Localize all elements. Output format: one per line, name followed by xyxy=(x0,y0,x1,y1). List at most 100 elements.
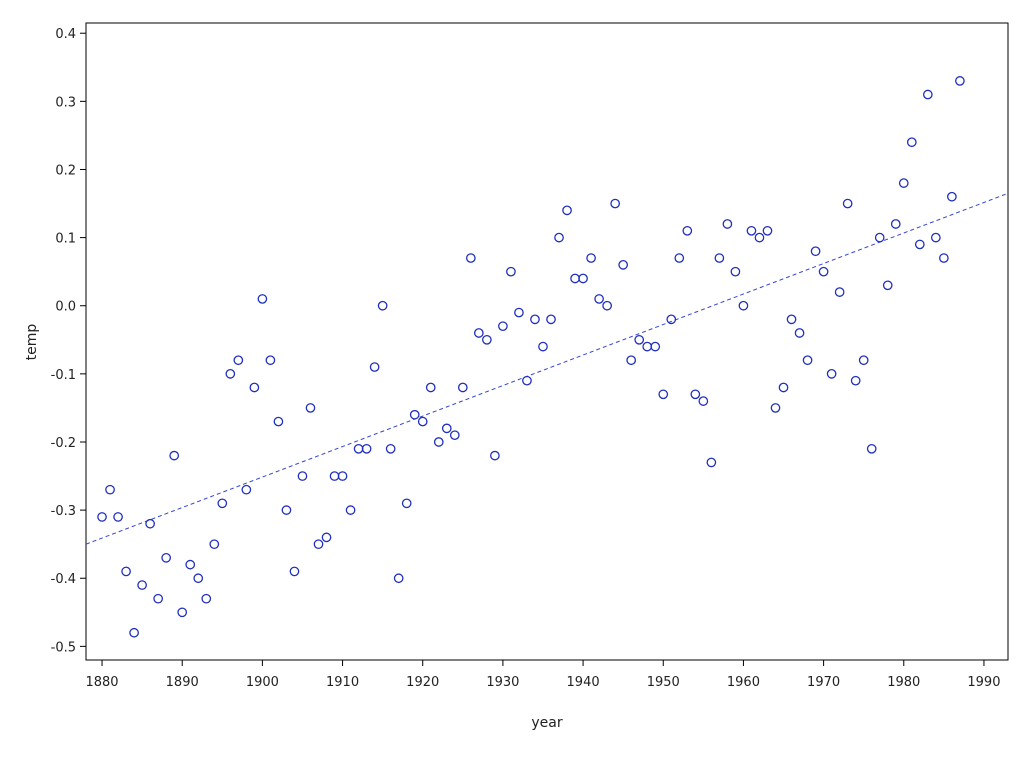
data-point xyxy=(866,443,877,454)
data-point xyxy=(650,341,661,352)
data-point xyxy=(409,409,420,420)
data-point xyxy=(97,512,107,522)
data-point xyxy=(618,260,629,270)
y-tick-label: -0.5 xyxy=(51,640,76,655)
plot-frame xyxy=(85,22,1009,661)
data-point xyxy=(490,450,500,461)
data-point xyxy=(465,253,476,263)
data-point xyxy=(842,198,853,209)
data-point xyxy=(337,471,348,481)
data-point xyxy=(217,498,228,509)
data-point xyxy=(433,437,444,447)
data-point xyxy=(810,246,821,257)
data-point xyxy=(538,341,548,352)
data-point xyxy=(417,416,428,427)
data-point xyxy=(241,484,252,495)
data-point xyxy=(289,566,300,577)
data-point xyxy=(530,314,540,325)
data-point xyxy=(377,300,388,311)
data-point xyxy=(786,314,797,325)
data-point xyxy=(281,505,292,515)
data-point xyxy=(594,294,604,304)
data-point xyxy=(506,266,516,277)
data-point xyxy=(858,355,869,366)
y-tick-label: -0.3 xyxy=(51,504,76,519)
y-tick-label: 0.1 xyxy=(55,232,76,247)
data-point xyxy=(209,539,220,550)
data-point xyxy=(257,294,268,304)
data-point xyxy=(297,471,308,481)
data-point xyxy=(610,198,620,209)
data-point xyxy=(546,314,556,325)
data-point xyxy=(890,219,901,229)
data-point xyxy=(850,375,861,386)
data-point xyxy=(345,505,356,515)
data-point xyxy=(449,430,460,441)
data-point xyxy=(794,328,805,338)
y-tick-label: -0.4 xyxy=(51,572,76,587)
data-point xyxy=(682,225,693,236)
data-point xyxy=(706,457,717,468)
data-point xyxy=(898,178,909,188)
data-point xyxy=(914,239,925,250)
data-point xyxy=(634,334,645,345)
data-point xyxy=(385,443,396,454)
data-point xyxy=(939,253,949,263)
data-point xyxy=(105,484,115,495)
data-point xyxy=(514,307,524,318)
data-point xyxy=(522,375,532,386)
y-tick-label: 0.2 xyxy=(55,163,76,178)
regression-line xyxy=(85,192,1009,545)
y-tick-label: 0.0 xyxy=(55,300,76,315)
data-point xyxy=(185,559,196,570)
data-point xyxy=(161,552,172,563)
x-tick-label: 1890 xyxy=(166,675,199,690)
data-point xyxy=(802,355,813,366)
data-point xyxy=(265,355,276,366)
data-point xyxy=(482,334,492,345)
data-point xyxy=(882,280,893,291)
x-tick-label: 1880 xyxy=(85,675,118,690)
data-point xyxy=(401,498,412,509)
data-point xyxy=(474,328,484,338)
data-point xyxy=(145,518,155,529)
data-point xyxy=(658,389,669,400)
data-point xyxy=(554,232,564,243)
data-point xyxy=(441,423,452,434)
y-tick-label: -0.2 xyxy=(51,436,76,451)
data-point xyxy=(153,593,164,604)
data-point xyxy=(602,300,612,311)
x-tick-label: 1970 xyxy=(807,675,840,690)
data-point xyxy=(626,355,637,366)
data-point xyxy=(930,232,941,243)
data-point xyxy=(922,89,933,100)
data-point xyxy=(746,225,757,236)
data-point xyxy=(273,416,284,427)
data-point xyxy=(834,287,845,297)
data-point xyxy=(321,532,332,543)
data-point xyxy=(874,232,885,243)
x-axis-title: year xyxy=(531,715,562,731)
x-tick-label: 1940 xyxy=(567,675,600,690)
data-point xyxy=(906,137,917,148)
data-point xyxy=(770,403,781,413)
data-point xyxy=(425,382,436,393)
x-tick-label: 1960 xyxy=(727,675,760,690)
data-point xyxy=(690,389,701,400)
data-point xyxy=(313,539,324,550)
data-point xyxy=(666,314,677,325)
x-tick-label: 1950 xyxy=(647,675,680,690)
data-point xyxy=(947,191,957,202)
y-axis: -0.5 -0.4 -0.3 -0.2 -0.1 0.0 0.1 0.2 0.3 0.4 xyxy=(51,27,86,655)
data-points xyxy=(97,76,965,638)
data-point xyxy=(393,573,404,584)
data-point xyxy=(233,355,244,366)
data-point xyxy=(714,253,725,263)
data-point xyxy=(955,76,965,86)
data-point xyxy=(578,273,588,284)
y-tick-label: -0.1 xyxy=(51,368,76,383)
data-point xyxy=(225,369,236,379)
data-point xyxy=(249,382,260,393)
data-point xyxy=(305,403,316,413)
